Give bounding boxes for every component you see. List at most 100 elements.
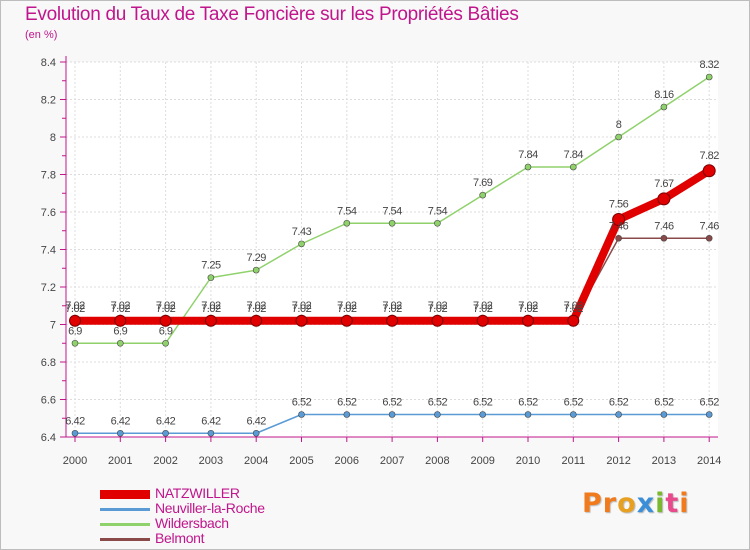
y-tick-label: 7.8 (41, 170, 56, 182)
data-label-neuviller-la-roche: 6.52 (337, 397, 357, 409)
data-label-wildersbach: 6.9 (159, 325, 173, 337)
logo-letter: i (679, 488, 690, 519)
data-label-belmont: 7.02 (246, 303, 266, 315)
data-point-natzwiller (204, 314, 217, 327)
x-tick-label: 2002 (153, 455, 177, 467)
logo-letter: i (655, 488, 666, 519)
x-tick-label: 2005 (289, 455, 313, 467)
data-point-neuviller-la-roche (660, 411, 668, 418)
x-tick-label: 2006 (335, 455, 359, 467)
data-label-neuviller-la-roche: 6.52 (699, 397, 719, 409)
data-point-neuviller-la-roche (388, 411, 396, 418)
data-label-wildersbach: 7.84 (564, 149, 584, 161)
data-label-wildersbach: 7.54 (382, 205, 402, 217)
data-label-wildersbach: 8.16 (654, 89, 674, 101)
y-tick-label: 8.4 (41, 57, 56, 69)
data-label-wildersbach: 7.43 (292, 226, 312, 238)
data-label-neuviller-la-roche: 6.52 (428, 397, 448, 409)
data-label-wildersbach: 7.54 (428, 205, 448, 217)
data-label-neuviller-la-roche: 6.52 (564, 397, 584, 409)
data-label-belmont: 7.02 (156, 303, 176, 315)
data-label-neuviller-la-roche: 6.52 (609, 397, 629, 409)
legend-label-belmont: Belmont (155, 530, 205, 546)
logo-letter: t (665, 488, 680, 519)
data-label-belmont: 7.02 (382, 303, 402, 315)
y-axis-unit-label: (en %) (25, 29, 58, 41)
logo-letter: r (602, 488, 618, 519)
data-point-wildersbach (117, 339, 124, 347)
data-point-natzwiller (567, 314, 580, 327)
data-point-belmont (615, 234, 622, 242)
data-point-belmont (660, 234, 668, 242)
data-point-belmont (705, 234, 713, 242)
data-point-wildersbach (207, 274, 215, 281)
data-label-natzwiller: 7.02 (473, 300, 493, 312)
data-label-neuviller-la-roche: 6.42 (201, 415, 221, 427)
data-point-neuviller-la-roche (569, 411, 577, 418)
x-tick-label: 2004 (244, 455, 268, 467)
logo-letter: x (636, 488, 656, 519)
data-point-wildersbach (660, 103, 668, 111)
data-label-neuviller-la-roche: 6.42 (111, 415, 131, 427)
data-point-natzwiller (431, 314, 444, 327)
data-point-natzwiller (114, 314, 127, 327)
data-label-wildersbach: 7.84 (518, 149, 538, 161)
x-tick-label: 2014 (697, 455, 721, 467)
x-tick-label: 2013 (652, 455, 676, 467)
data-label-belmont: 7.02 (337, 303, 357, 315)
data-point-natzwiller (69, 314, 81, 327)
data-point-natzwiller (386, 314, 399, 327)
data-label-neuviller-la-roche: 6.42 (65, 415, 85, 427)
data-label-neuviller-la-roche: 6.42 (156, 415, 176, 427)
data-point-neuviller-la-roche (343, 411, 351, 418)
data-point-neuviller-la-roche (298, 411, 305, 418)
data-point-natzwiller (295, 314, 308, 327)
logo-letter: P (582, 488, 603, 519)
data-label-wildersbach: 6.9 (68, 325, 82, 337)
data-label-belmont: 7.02 (518, 303, 538, 315)
legend-swatch-wildersbach (100, 523, 150, 526)
data-point-neuviller-la-roche (162, 429, 169, 437)
data-point-natzwiller (612, 213, 626, 226)
data-label-natzwiller: 7.02 (201, 300, 221, 312)
data-point-neuviller-la-roche (705, 411, 713, 418)
proxiti-logo: Proxiti (582, 488, 690, 519)
data-point-wildersbach (569, 163, 577, 171)
data-label-neuviller-la-roche: 6.52 (473, 397, 493, 409)
data-label-wildersbach: 7.29 (246, 252, 266, 264)
data-point-natzwiller (340, 314, 353, 327)
data-label-natzwiller: 7.02 (337, 300, 357, 312)
data-label-natzwiller: 7.02 (111, 300, 131, 312)
data-point-wildersbach (615, 133, 622, 141)
data-label-belmont: 7.02 (564, 303, 584, 315)
data-label-wildersbach: 7.25 (201, 260, 221, 272)
x-tick-label: 2003 (199, 455, 223, 467)
data-point-natzwiller (657, 192, 671, 206)
data-label-natzwiller: 7.82 (699, 150, 719, 162)
legend-label-neuviller-la-roche: Neuviller-la-Roche (155, 500, 265, 516)
data-label-wildersbach: 6.9 (113, 325, 127, 337)
y-tick-label: 7.4 (41, 245, 56, 257)
data-label-natzwiller: 7.02 (65, 300, 85, 312)
data-label-wildersbach: 8.32 (699, 59, 719, 71)
data-label-natzwiller: 7.02 (518, 300, 538, 312)
x-tick-label: 2008 (425, 455, 449, 467)
data-point-wildersbach (298, 240, 305, 248)
x-tick-label: 2012 (606, 455, 630, 467)
data-point-wildersbach (705, 73, 713, 81)
data-label-neuviller-la-roche: 6.52 (292, 397, 312, 409)
data-point-neuviller-la-roche (524, 411, 532, 418)
data-point-wildersbach (479, 191, 487, 199)
data-label-neuviller-la-roche: 6.52 (382, 397, 402, 409)
logo-letter: o (617, 488, 637, 519)
data-label-natzwiller: 7.02 (156, 300, 176, 312)
data-label-belmont: 7.46 (609, 220, 629, 232)
data-point-natzwiller (159, 314, 172, 327)
legend-label-natzwiller: NATZWILLER (155, 485, 240, 501)
legend-swatch-belmont (100, 538, 150, 541)
x-tick-label: 2000 (63, 455, 87, 467)
data-label-natzwiller: 7.02 (564, 300, 584, 312)
data-label-natzwiller: 7.02 (246, 300, 266, 312)
data-point-neuviller-la-roche (252, 429, 260, 437)
x-tick-label: 2010 (516, 455, 540, 467)
